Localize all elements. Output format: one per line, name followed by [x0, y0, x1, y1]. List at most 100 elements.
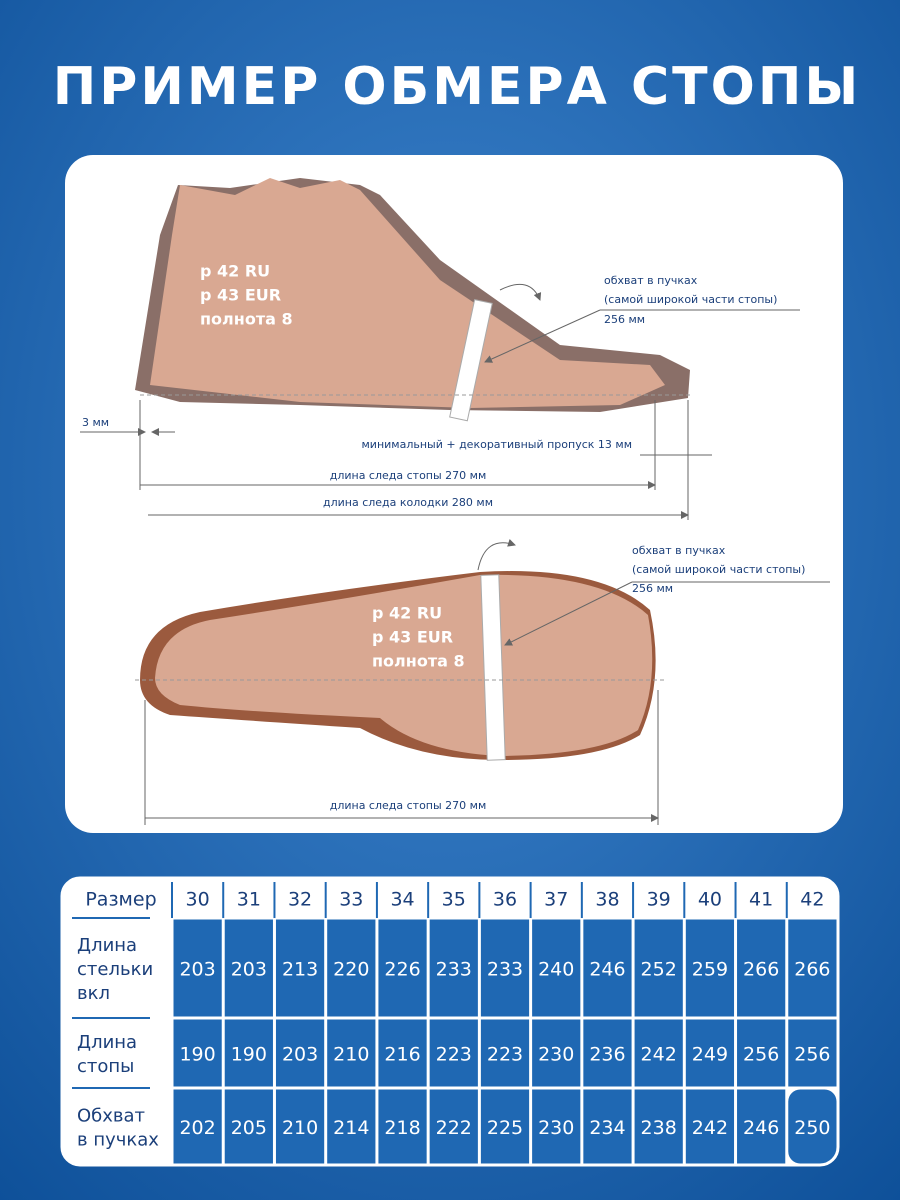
value-cell: 210 [282, 1117, 318, 1139]
cell [532, 1019, 581, 1087]
cell [275, 1089, 325, 1164]
girth-note: обхват в пучках [604, 274, 698, 287]
size-label: р 43 EUR [200, 286, 281, 305]
value-cell: 190 [231, 1044, 267, 1066]
value-cell: 203 [231, 959, 267, 981]
size-label: полнота 8 [200, 310, 293, 329]
size-cell: 38 [595, 889, 619, 911]
size-cell: 37 [544, 889, 568, 911]
cell [429, 1089, 478, 1164]
cell [327, 1019, 376, 1087]
cell [173, 919, 222, 1017]
cell [327, 919, 376, 1017]
value-cell: 230 [538, 1044, 574, 1066]
value-cell: 222 [436, 1117, 472, 1139]
cell [788, 919, 837, 1017]
value-cell: 223 [487, 1044, 523, 1066]
value-cell: 266 [743, 959, 779, 981]
cell [224, 919, 273, 1017]
cell [275, 1019, 325, 1087]
size-table: Размер 30 31 32 33 34 35 36 37 38 39 40 41 42 203 203 21… [60, 876, 840, 1167]
value-cell: 242 [692, 1117, 728, 1139]
row-label: стельки [77, 959, 153, 980]
cell [583, 1089, 632, 1164]
cell [532, 919, 581, 1017]
size-cell: 40 [698, 889, 722, 911]
row-label: вкл [77, 983, 110, 1004]
cell [275, 919, 325, 1017]
cell [634, 1019, 683, 1087]
value-cell: 242 [641, 1044, 677, 1066]
cell [685, 1089, 735, 1164]
value-cell: 246 [743, 1117, 779, 1139]
value-cell: 246 [589, 959, 625, 981]
cell [378, 1019, 427, 1087]
value-cell: 249 [692, 1044, 728, 1066]
cell [224, 1089, 273, 1164]
cell [532, 1089, 581, 1164]
cell [173, 1019, 222, 1087]
value-cell: 190 [179, 1044, 215, 1066]
size-cell: 31 [237, 889, 261, 911]
value-cell: 203 [282, 1044, 318, 1066]
value-cell: 223 [436, 1044, 472, 1066]
allowance-note: минимальный + декоративный пропуск 13 мм [362, 438, 633, 451]
size-cell: 34 [390, 889, 414, 911]
value-cell: 214 [333, 1117, 369, 1139]
cell [480, 1089, 530, 1164]
header-label: Размер [85, 889, 156, 911]
value-cell: 256 [743, 1044, 779, 1066]
value-cell: 205 [231, 1117, 267, 1139]
value-cell: 220 [333, 959, 369, 981]
cell [737, 919, 786, 1017]
cell [480, 919, 530, 1017]
girth-note: 256 мм [604, 313, 645, 326]
value-cell: 203 [179, 959, 215, 981]
value-cell: 225 [487, 1117, 523, 1139]
girth-note: (самой широкой части стопы) [632, 563, 805, 576]
row-label: в пучках [77, 1130, 159, 1151]
value-cell: 202 [179, 1117, 215, 1139]
rotate-arrow [499, 283, 542, 301]
row-label: стопы [77, 1056, 134, 1077]
size-cell: 33 [339, 889, 363, 911]
value-cell: 252 [641, 959, 677, 981]
cell [685, 1019, 735, 1087]
value-cell: 266 [794, 959, 830, 981]
row-label: Длина [77, 1032, 137, 1053]
pointer [484, 309, 601, 363]
girth-note: (самой широкой части стопы) [604, 293, 777, 306]
table-border [60, 876, 840, 1167]
cell [378, 1089, 427, 1164]
cell [685, 919, 735, 1017]
size-cell: 42 [800, 889, 824, 911]
cell [737, 1089, 786, 1164]
value-cell: 236 [589, 1044, 625, 1066]
size-cell: 39 [647, 889, 671, 911]
value-cell: 233 [436, 959, 472, 981]
sole-foot [155, 574, 653, 756]
cell [634, 919, 683, 1017]
pointer [504, 581, 633, 646]
value-cell: 213 [282, 959, 318, 981]
cell [429, 919, 478, 1017]
cell [737, 1019, 786, 1087]
row-label: Длина [77, 935, 137, 956]
size-label: р 43 EUR [372, 628, 453, 647]
length-note: длина следа стопы 270 мм [330, 799, 487, 812]
size-cell: 36 [493, 889, 517, 911]
value-cell: 250 [794, 1117, 830, 1139]
size-cell: 32 [288, 889, 312, 911]
cell [788, 1019, 837, 1087]
length-note: длина следа колодки 280 мм [323, 496, 493, 509]
girth-band [449, 299, 493, 422]
title: ПРИМЕР ОБМЕРА СТОПЫ [53, 57, 861, 117]
value-cell: 218 [384, 1117, 420, 1139]
value-cell: 240 [538, 959, 574, 981]
value-cell: 256 [794, 1044, 830, 1066]
value-cell: 226 [384, 959, 420, 981]
value-cell: 259 [692, 959, 728, 981]
size-label: р 42 RU [200, 262, 270, 281]
length-note: длина следа стопы 270 мм [330, 469, 487, 482]
